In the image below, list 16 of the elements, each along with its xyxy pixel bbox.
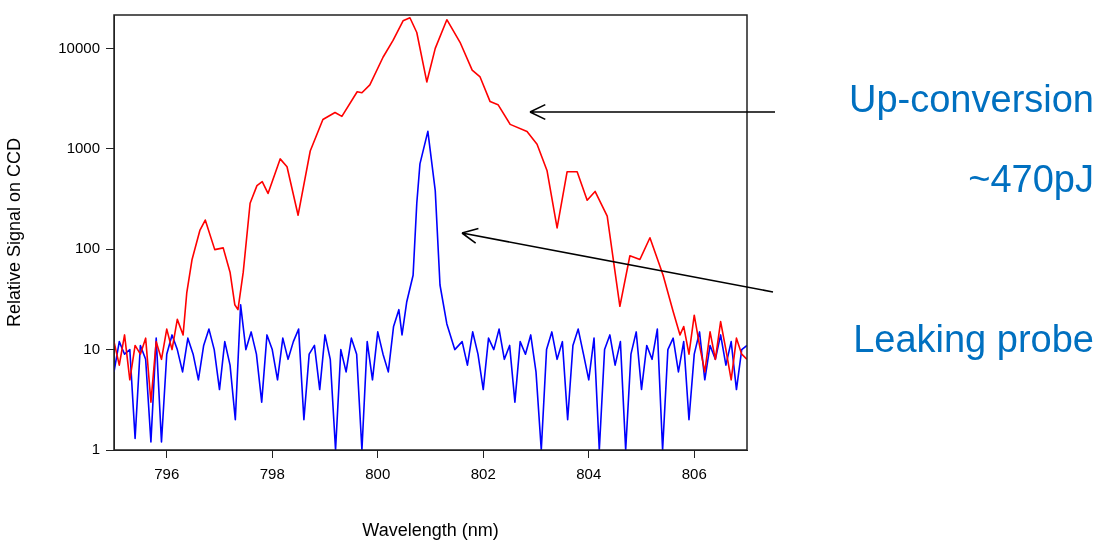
x-tick-label: 796 bbox=[154, 465, 180, 483]
x-tick-label: 806 bbox=[681, 465, 707, 483]
y-axis-title: Relative Signal on CCD bbox=[3, 137, 24, 328]
x-tick-label: 804 bbox=[576, 465, 602, 483]
y-tick-label: 100 bbox=[74, 239, 100, 257]
text: Up-conversion bbox=[849, 78, 1094, 121]
y-tick-label: 1000 bbox=[66, 138, 100, 156]
x-tick-label: 802 bbox=[470, 465, 496, 483]
y-tick-label: 10 bbox=[83, 339, 100, 357]
y-tick-label: 10000 bbox=[58, 38, 100, 56]
text: Leaking probe bbox=[853, 318, 1094, 361]
x-axis-title: Wavelength (nm) bbox=[362, 520, 499, 541]
x-tick-label: 798 bbox=[259, 465, 285, 483]
text: ~470pJ bbox=[968, 158, 1094, 201]
y-tick-label: 1 bbox=[91, 440, 100, 458]
x-tick-label: 800 bbox=[365, 465, 391, 483]
